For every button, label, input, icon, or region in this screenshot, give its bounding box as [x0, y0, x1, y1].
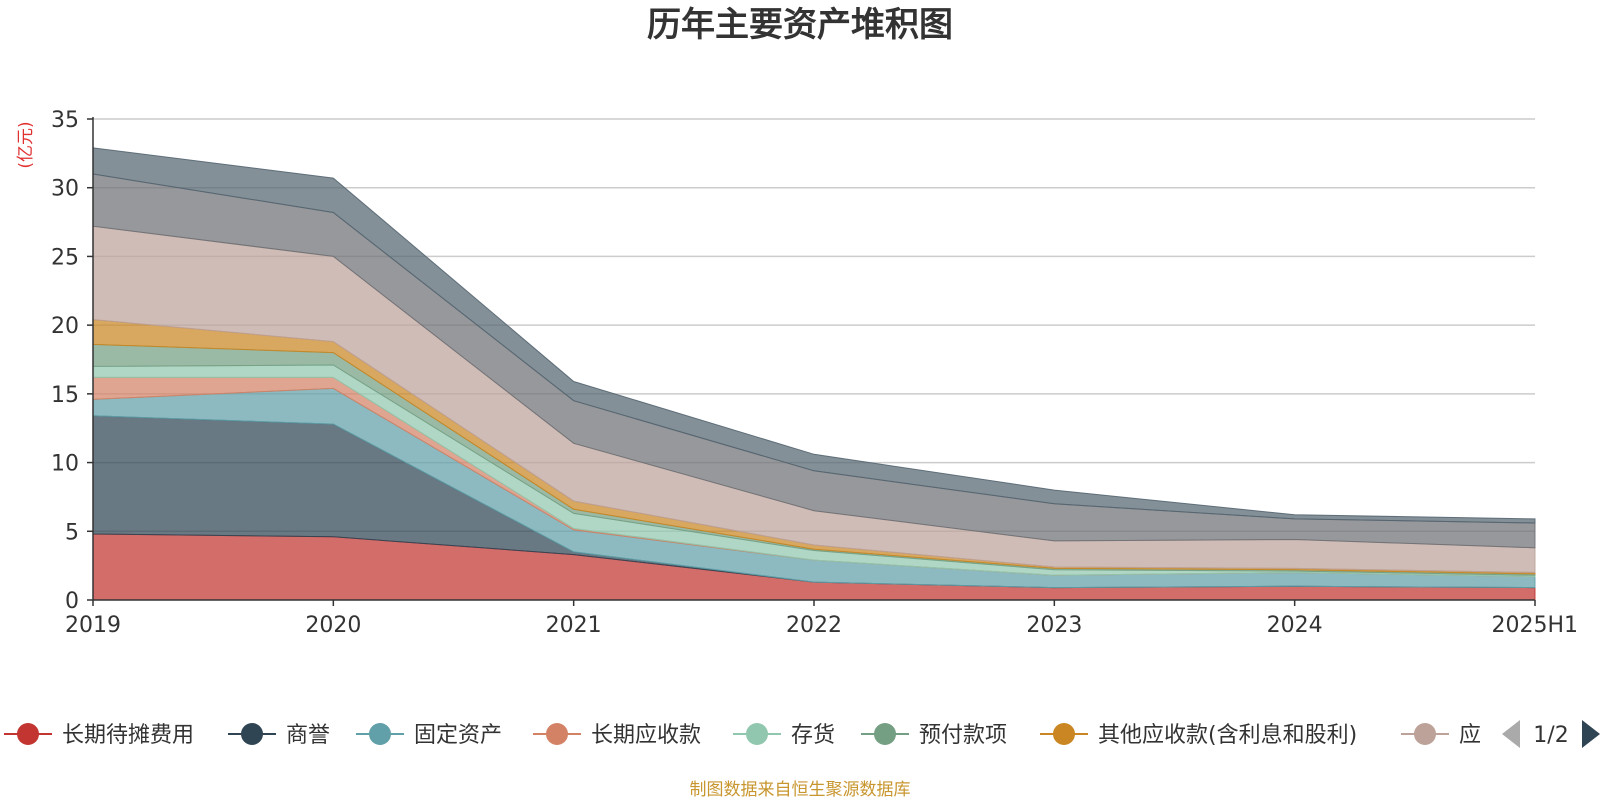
area-series-9 — [92, 147, 1536, 524]
x-tick-label: 2022 — [786, 613, 842, 638]
y-tick-label: 20 — [51, 314, 79, 339]
y-axis-unit: (亿元) — [16, 121, 36, 168]
x-tick-label: 2021 — [546, 613, 602, 638]
legend-marker — [1053, 723, 1075, 745]
chart-title: 历年主要资产堆积图 — [647, 5, 953, 45]
legend-label: 存货 — [791, 723, 835, 748]
legend-item-5[interactable]: 预付款项 — [861, 723, 1007, 748]
legend-item-7[interactable]: 应 — [1401, 723, 1481, 748]
legend-item-6[interactable]: 其他应收款(含利息和股利) — [1040, 723, 1357, 748]
legend-pager: 1/2 — [1502, 720, 1600, 748]
legend-label: 应 — [1459, 723, 1481, 748]
legend-item-3[interactable]: 长期应收款 — [533, 723, 701, 748]
legend-marker — [369, 723, 391, 745]
legend-label: 固定资产 — [414, 723, 502, 748]
axes: 0 5 10 15 20 25 30 35 2019 2020 2021 2022 2023 2024 20… — [51, 108, 1578, 638]
pager-page-number: 1/2 — [1533, 723, 1568, 748]
y-tick-label: 25 — [51, 245, 79, 270]
x-tick-label: 2020 — [305, 613, 361, 638]
legend-item-4[interactable]: 存货 — [733, 723, 835, 748]
y-tick-label: 30 — [51, 177, 79, 202]
legend-marker — [1414, 723, 1436, 745]
legend: 长期待摊费用 商誉 固定资产 长期应收款 存货 预付款项 其他应收款(含利息和股利) 应 1/2 — [4, 720, 1600, 748]
legend-label: 预付款项 — [919, 723, 1007, 748]
legend-item-0[interactable]: 长期待摊费用 — [4, 723, 194, 748]
y-tick-label: 35 — [51, 108, 79, 133]
legend-label: 商誉 — [286, 723, 330, 748]
legend-item-1[interactable]: 商誉 — [228, 723, 330, 748]
y-tick-label: 0 — [65, 589, 79, 614]
legend-marker — [874, 723, 896, 745]
legend-marker — [17, 723, 39, 745]
data-source-note: 制图数据来自恒生聚源数据库 — [690, 780, 911, 800]
legend-marker — [241, 723, 263, 745]
pager-prev-icon[interactable] — [1502, 720, 1520, 748]
x-tick-label: 2019 — [65, 613, 121, 638]
legend-label: 长期待摊费用 — [62, 723, 194, 748]
legend-label: 长期应收款 — [591, 723, 701, 748]
legend-label: 其他应收款(含利息和股利) — [1098, 723, 1357, 748]
x-tick-label: 2023 — [1026, 613, 1082, 638]
y-tick-label: 15 — [51, 383, 79, 408]
y-tick-label: 10 — [51, 452, 79, 477]
area-series — [92, 147, 1536, 601]
legend-marker — [746, 723, 768, 745]
x-tick-label: 2025H1 — [1491, 613, 1578, 638]
y-tick-label: 5 — [65, 520, 79, 545]
legend-marker — [546, 723, 568, 745]
pager-next-icon[interactable] — [1582, 720, 1600, 748]
legend-item-2[interactable]: 固定资产 — [356, 723, 502, 748]
x-tick-label: 2024 — [1267, 613, 1323, 638]
